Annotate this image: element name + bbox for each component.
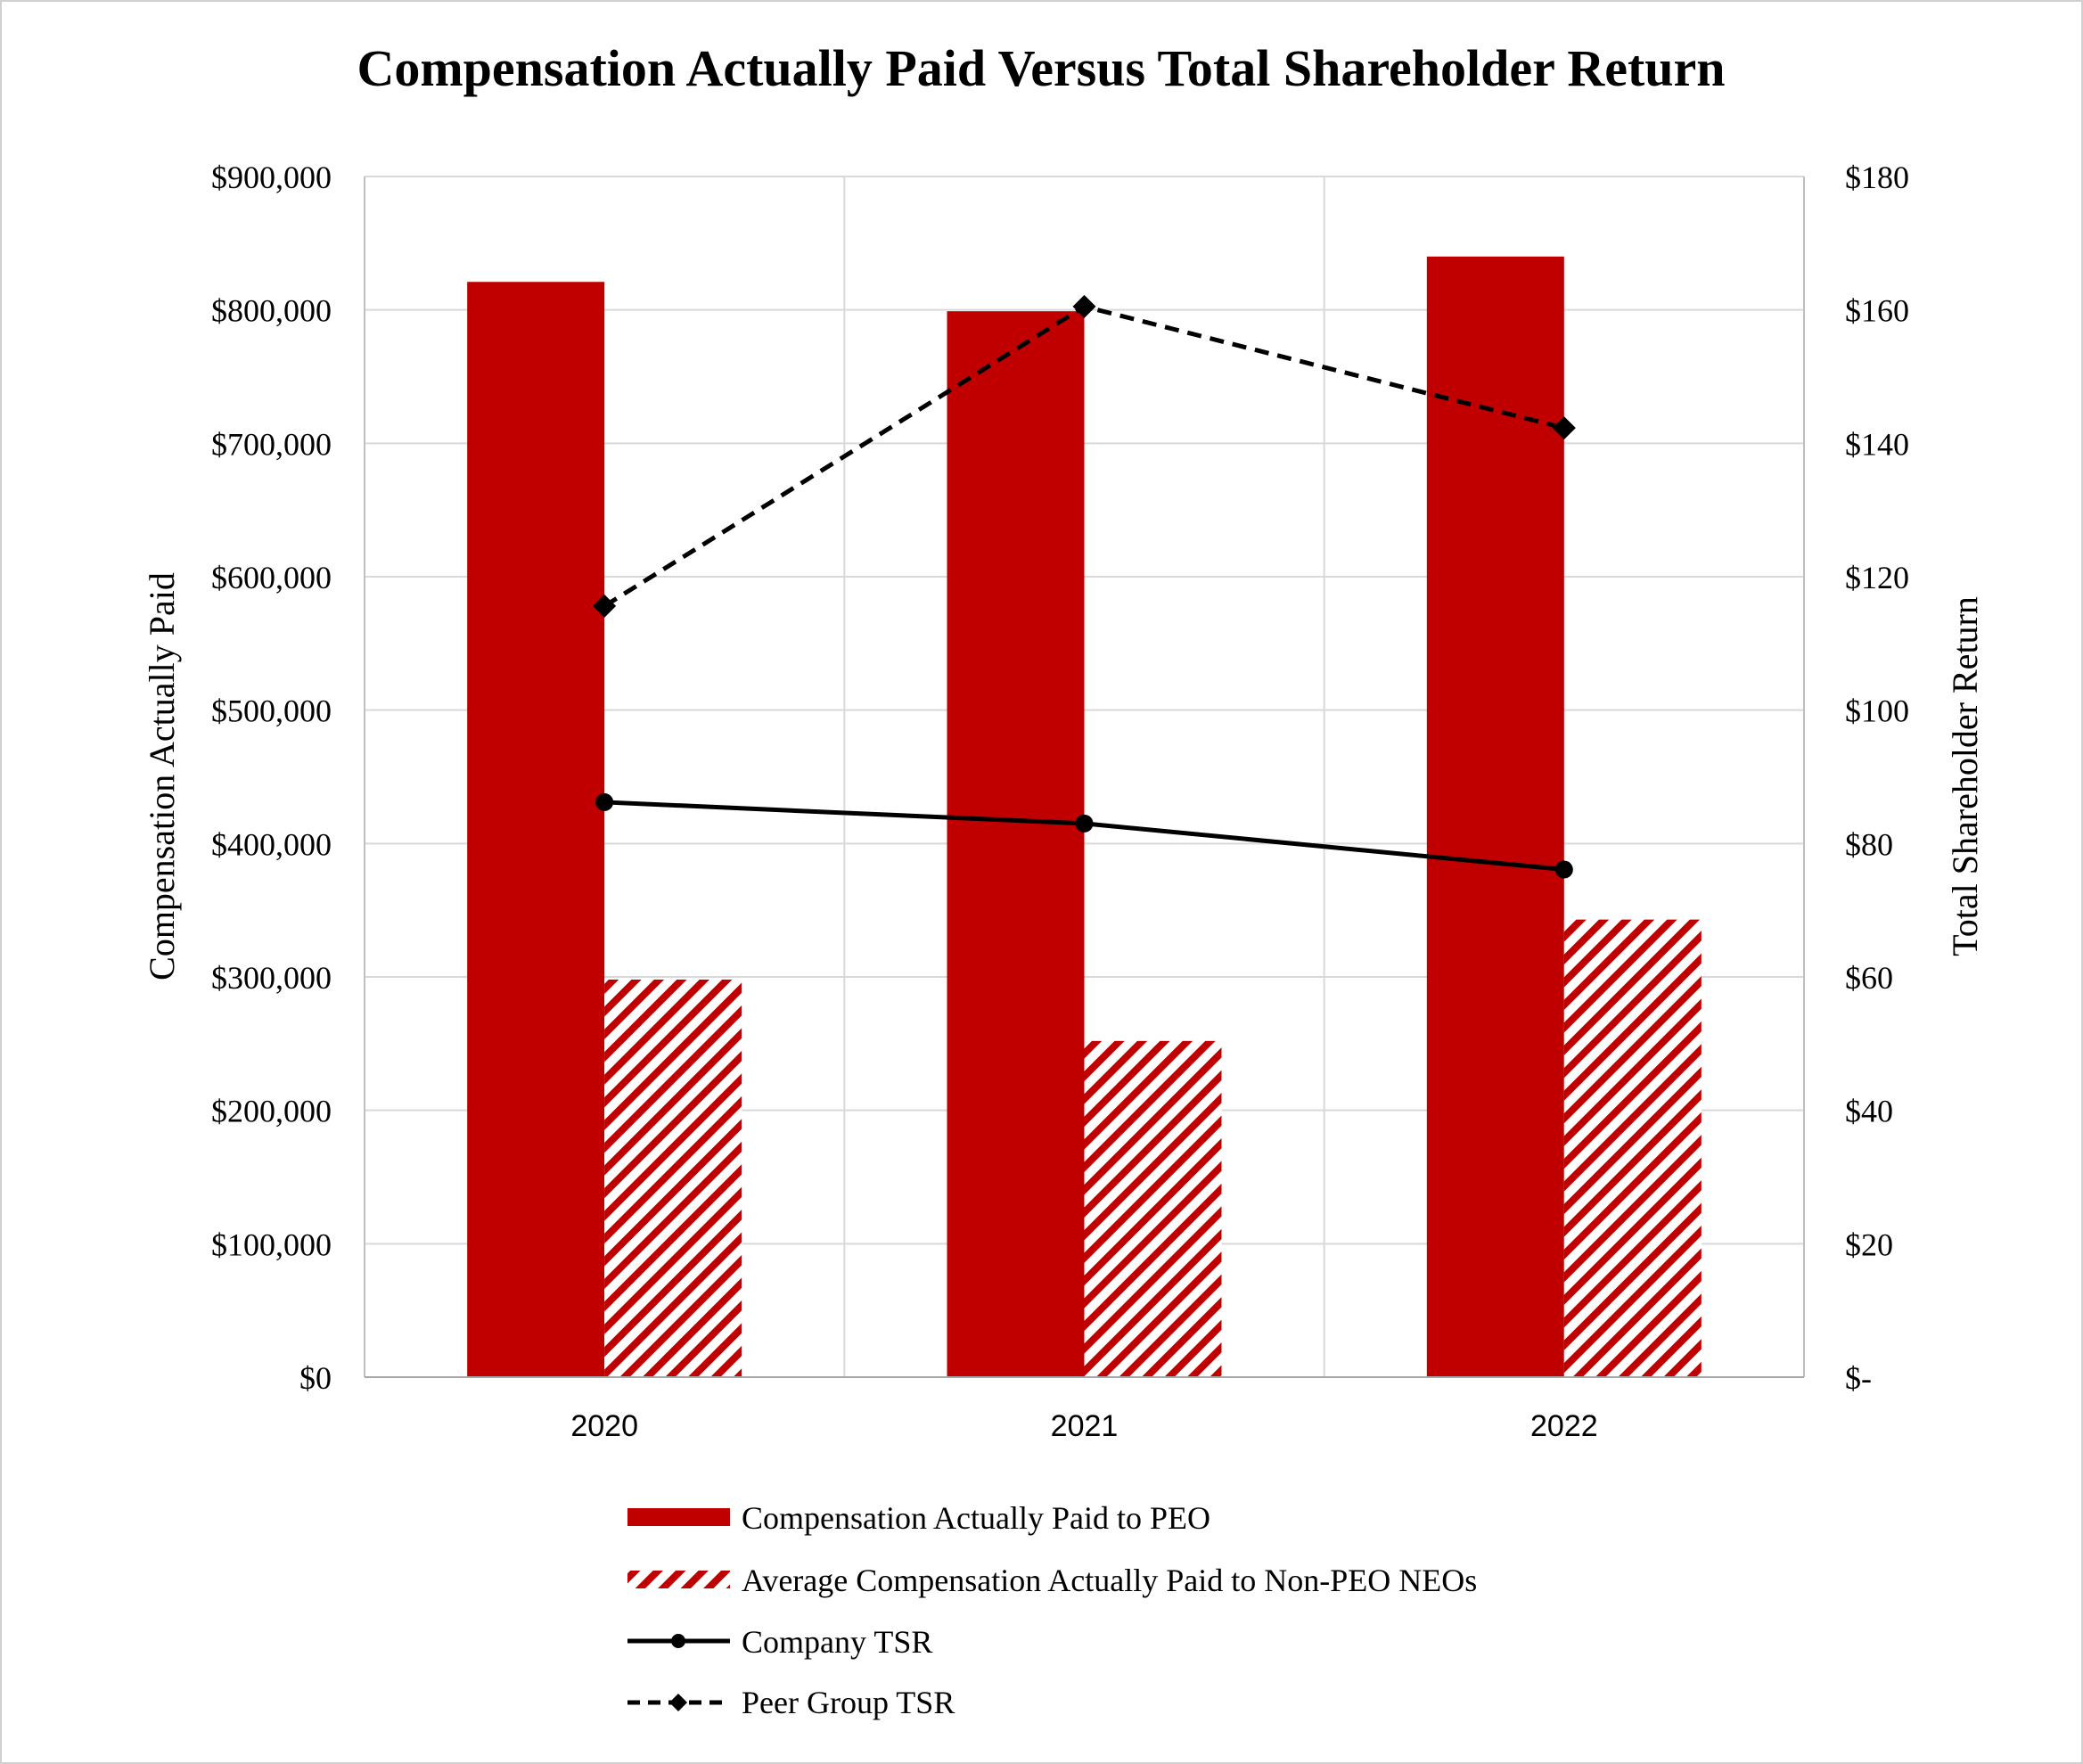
bar-non-peo (1563, 919, 1702, 1377)
y-right-tick-label: $100 (1845, 693, 1909, 729)
legend-label-company-tsr: Company TSR (742, 1624, 932, 1660)
point-company-tsr (1554, 860, 1573, 879)
bar-non-peo (1084, 1040, 1222, 1377)
y-right-tick-label: $140 (1845, 426, 1909, 462)
legend-item-peer-tsr: Peer Group TSR (627, 1685, 955, 1720)
legend-item-non-peo: Average Compensation Actually Paid to No… (627, 1563, 1477, 1598)
legend-label-non-peo: Average Compensation Actually Paid to No… (742, 1563, 1477, 1598)
bar-peo (947, 311, 1085, 1377)
y-right-tick-label: $120 (1845, 560, 1909, 595)
bar-peo (467, 282, 605, 1377)
y-right-tick-label: $40 (1845, 1094, 1893, 1129)
y-left-tick-label: $100,000 (211, 1227, 332, 1262)
bar-peo (1426, 256, 1564, 1377)
y-right-tick-label: $60 (1845, 960, 1893, 996)
y-right-tick-label: $- (1845, 1360, 1872, 1396)
y-left-tick-label: $900,000 (211, 160, 332, 195)
y-left-tick-label: $300,000 (211, 960, 332, 996)
y-left-tick-label: $600,000 (211, 560, 332, 595)
y-left-tick-label: $0 (299, 1360, 332, 1396)
legend-label-peer-tsr: Peer Group TSR (742, 1685, 955, 1720)
y-right-tick-label: $80 (1845, 826, 1893, 862)
y-right-tick-label: $180 (1845, 160, 1909, 195)
y-axis-right-label: Total Shareholder Return (1945, 596, 1985, 956)
y-left-tick-label: $400,000 (211, 826, 332, 862)
y-left-tick-label: $700,000 (211, 426, 332, 462)
point-company-tsr (595, 792, 614, 811)
y-right-tick-label: $160 (1845, 293, 1909, 329)
legend-item-peo: Compensation Actually Paid to PEO (627, 1500, 1210, 1536)
y-left-tick-label: $200,000 (211, 1094, 332, 1129)
legend-label-peo: Compensation Actually Paid to PEO (742, 1500, 1210, 1536)
legend-swatch-non-peo (627, 1571, 730, 1588)
tsr-lines (593, 294, 1576, 879)
x-tick-label: 2022 (1530, 1409, 1598, 1443)
point-peer-tsr (1072, 294, 1096, 318)
y-left-tick-label: $800,000 (211, 293, 332, 329)
y-axis-left-label: Compensation Actually Paid (142, 572, 182, 980)
legend-marker-company-tsr (671, 1634, 685, 1648)
y-left-tick-label: $500,000 (211, 693, 332, 729)
legend-marker-peer-tsr (669, 1694, 687, 1711)
legend-item-company-tsr: Company TSR (627, 1624, 932, 1660)
point-peer-tsr (593, 594, 617, 618)
point-peer-tsr (1552, 416, 1576, 440)
tick-labels: $0 $100,000 $200,000 $300,000 $400,000 $500,0… (211, 160, 1909, 1443)
legend: Compensation Actually Paid to PEO Averag… (627, 1500, 1477, 1720)
x-tick-label: 2021 (1051, 1409, 1119, 1443)
bar-non-peo (604, 979, 742, 1377)
y-right-tick-label: $20 (1845, 1227, 1893, 1262)
bars (467, 256, 1702, 1377)
legend-swatch-peo (627, 1508, 730, 1526)
point-company-tsr (1075, 814, 1094, 833)
x-tick-label: 2020 (570, 1409, 638, 1443)
chart-title: Compensation Actually Paid Versus Total … (357, 39, 1725, 97)
axes (364, 176, 1805, 1378)
